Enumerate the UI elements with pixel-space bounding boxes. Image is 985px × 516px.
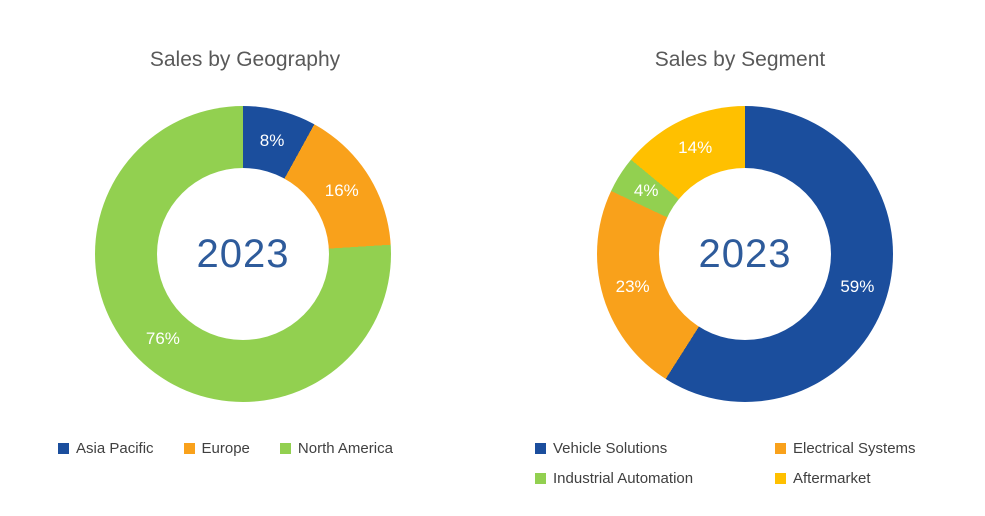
legend-item-north-america: North America bbox=[279, 440, 393, 457]
legend-label: Electrical Systems bbox=[793, 440, 916, 457]
legend-segment: Vehicle Solutions Electrical Systems Indus… bbox=[535, 440, 916, 487]
legend-item-asia-pacific: Asia Pacific bbox=[58, 440, 154, 457]
legend-label: North America bbox=[297, 440, 393, 457]
donut-wrap-segment: 2023 59% 23% 4% 14% bbox=[597, 106, 893, 402]
legend-swatch bbox=[58, 443, 69, 454]
legend-swatch bbox=[279, 443, 291, 454]
donut-wrap-geography: 2023 8% 16% 76% bbox=[95, 106, 391, 402]
legend-item-industrial-automation: Industrial Automation bbox=[535, 470, 775, 487]
chart-title-geography: Sales by Geography bbox=[149, 48, 341, 71]
chart-title-segment: Sales by Segment bbox=[654, 48, 826, 71]
legend-swatch bbox=[775, 473, 786, 484]
center-year-label: 2023 bbox=[196, 231, 290, 276]
chart-sales-by-segment: Sales by Segment 2023 59% 23% 4% 14% Vehicl… bbox=[495, 0, 985, 516]
center-year-label: 2023 bbox=[698, 231, 792, 276]
legend-label: Aftermarket bbox=[793, 470, 871, 487]
legend-geography: Asia Pacific Europe North America bbox=[58, 440, 438, 457]
legend-label: Europe bbox=[201, 440, 250, 457]
legend-item-aftermarket: Aftermarket bbox=[775, 470, 916, 487]
legend-item-europe: Europe bbox=[183, 440, 250, 457]
legend-label: Industrial Automation bbox=[553, 470, 694, 487]
legend-swatch bbox=[183, 443, 195, 454]
legend-label: Asia Pacific bbox=[76, 440, 154, 457]
donut-hole-geography: 2023 bbox=[157, 168, 329, 340]
chart-sales-by-geography: Sales by Geography 2023 8% 16% 76% Asia Pa… bbox=[0, 0, 490, 516]
legend-label: Vehicle Solutions bbox=[553, 440, 668, 457]
legend-swatch bbox=[535, 473, 546, 484]
legend-swatch bbox=[535, 443, 546, 454]
donut-hole-segment: 2023 bbox=[659, 168, 831, 340]
legend-item-electrical-systems: Electrical Systems bbox=[775, 440, 916, 457]
legend-item-vehicle-solutions: Vehicle Solutions bbox=[535, 440, 775, 457]
legend-swatch bbox=[775, 443, 786, 454]
